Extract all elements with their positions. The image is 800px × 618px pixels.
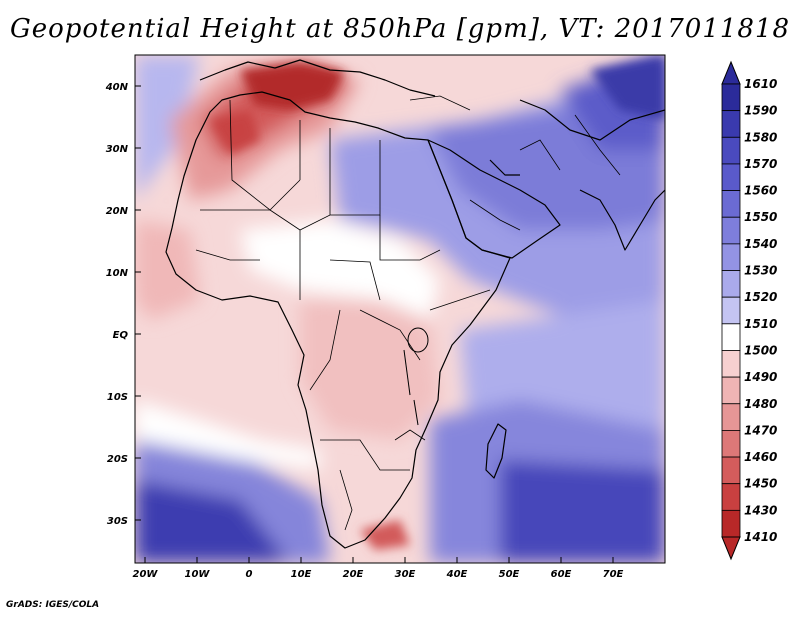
colorbar-level-label: 1570 (744, 157, 777, 171)
country-borders (195, 95, 621, 531)
colorbar-level-label: 1520 (744, 290, 777, 304)
lat-tick-label: 30N (106, 144, 129, 155)
colorbar-level-label: 1560 (744, 184, 777, 198)
colorbar-level-label: 1610 (744, 77, 777, 91)
latitude-axis: 40N 30N 20N 10N EQ 10S 20S 30S (105, 82, 141, 527)
lat-tick-label: 20N (106, 206, 129, 217)
colorbar-swatch (721, 376, 741, 405)
map-frame (134, 54, 666, 564)
lon-tick-label: 20E (343, 569, 364, 580)
lon-tick-label: 70E (603, 569, 624, 580)
map-title: Geopotential Height at 850hPa [gpm], VT:… (9, 14, 791, 44)
colorbar-level-label: 1480 (744, 397, 777, 411)
colorbar-level-label: 1430 (744, 503, 777, 517)
colorbar-level-label: 1510 (744, 317, 777, 331)
colorbar-swatch (721, 430, 741, 458)
lat-tick-label: 40N (105, 82, 129, 93)
lon-tick-label: 50E (499, 569, 520, 580)
colorbar-level-label: 1490 (744, 370, 777, 384)
colorbar-swatch (721, 83, 741, 112)
colorbar-level-label: 1530 (744, 264, 777, 278)
lon-tick-label: 10E (291, 569, 312, 580)
asia-coastline (519, 99, 665, 141)
india-coastline (579, 189, 665, 251)
colorbar: 1610 1590 1580 1570 1560 1550 1540 1530 1520 1510… (721, 60, 777, 561)
colorbar-level-label: 1590 (744, 104, 777, 118)
colorbar-level-label: 1580 (744, 130, 777, 144)
colorbar-swatch (721, 403, 741, 431)
colorbar-top-arrow (721, 60, 741, 85)
colorbar-level-label: 1550 (744, 210, 777, 224)
madagascar-coastline (485, 423, 507, 479)
colorbar-swatch (721, 243, 741, 271)
lakes (403, 327, 429, 426)
lon-tick-label: 30E (395, 569, 416, 580)
gulf-coastline (489, 159, 520, 176)
coastlines (165, 59, 665, 549)
arabia-coastline (427, 139, 561, 259)
colorbar-level-label: 1460 (744, 450, 777, 464)
colorbar-level-label: 1500 (744, 343, 777, 357)
colorbar-swatch (721, 136, 741, 165)
lat-tick-label: EQ (113, 330, 129, 341)
europe-coastline (199, 59, 436, 97)
lon-tick-label: 60E (551, 569, 572, 580)
lon-tick-label: 40E (446, 569, 468, 580)
colorbar-bottom-arrow (721, 536, 741, 561)
colorbar-level-label: 1540 (744, 237, 777, 251)
colorbar-swatch (721, 190, 741, 218)
colorbar-swatch (721, 163, 741, 191)
colorbar-swatch (721, 456, 741, 485)
lon-tick-label: 10W (185, 569, 211, 580)
colorbar-level-label: 1450 (744, 477, 777, 491)
colorbar-swatch (721, 350, 741, 378)
colorbar-swatch (721, 216, 741, 245)
grads-credit: GrADS: IGES/COLA (6, 600, 100, 610)
lon-tick-label: 0 (246, 569, 253, 580)
colorbar-swatch (721, 483, 741, 511)
lat-tick-label: 30S (107, 516, 128, 527)
lat-tick-label: 20S (107, 454, 128, 465)
colorbar-swatch (721, 110, 741, 138)
africa-coastline (165, 91, 511, 549)
lat-tick-label: 10S (107, 392, 128, 403)
geopotential-field (135, 55, 665, 563)
colorbar-swatch (721, 296, 741, 325)
colorbar-swatch (721, 509, 741, 538)
colorbar-swatch (721, 323, 741, 351)
colorbar-level-label: 1470 (744, 423, 777, 437)
lon-tick-label: 20W (133, 569, 159, 580)
lat-tick-label: 10N (106, 268, 129, 279)
colorbar-level-label: 1410 (744, 530, 777, 544)
colorbar-swatch (721, 270, 741, 298)
longitude-axis: 20W 10W 0 10E 20E 30E 40E 50E 60E 70E (133, 557, 624, 580)
